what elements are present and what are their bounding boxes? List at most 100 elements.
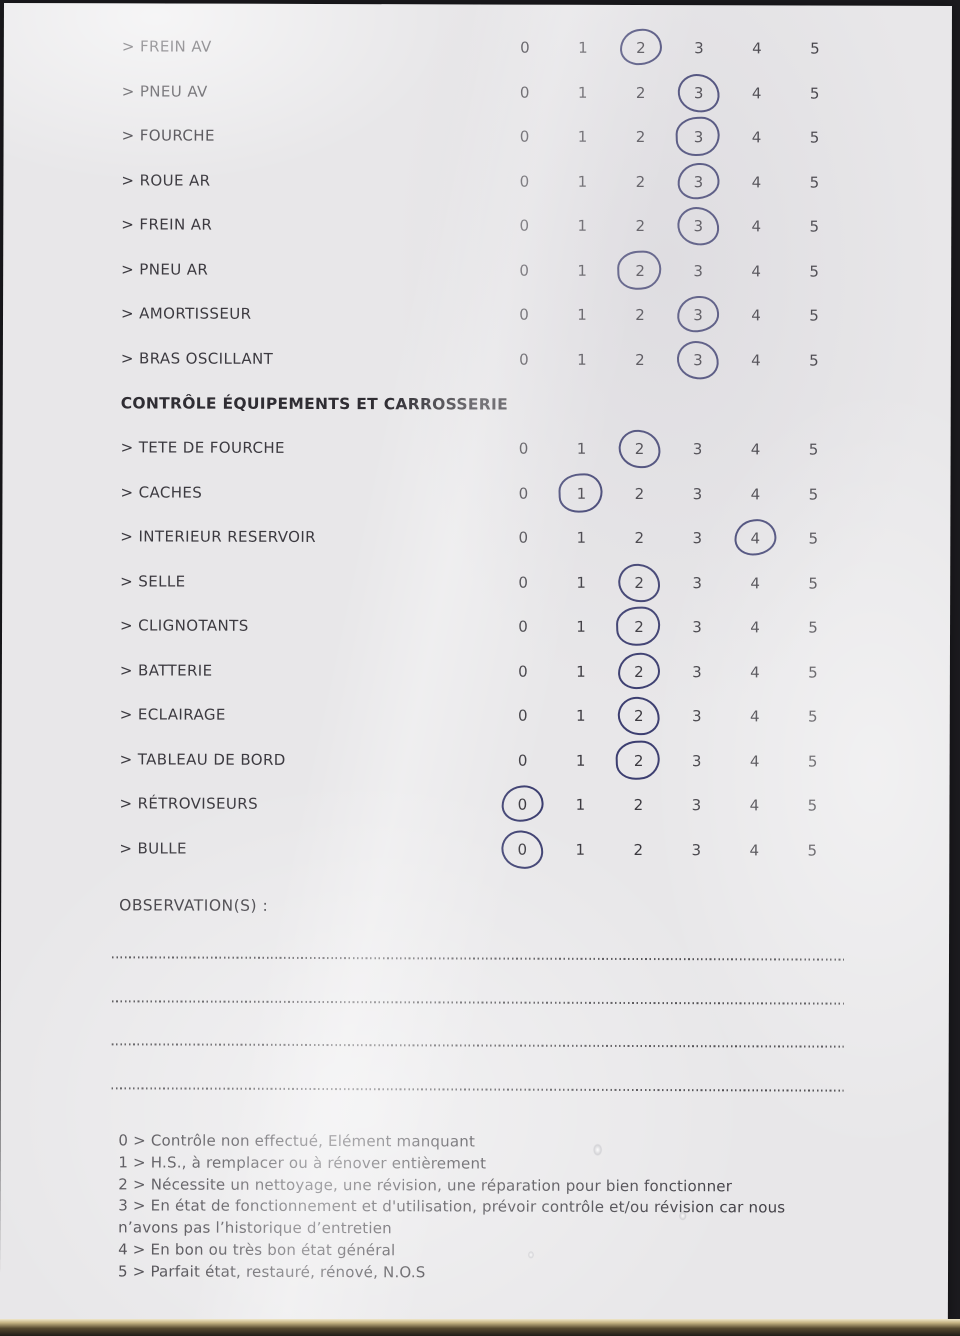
rating-option-3: 3 [668, 650, 726, 695]
rating-value: 4 [752, 39, 762, 58]
rating-value: 4 [749, 752, 760, 771]
rating-value: 4 [751, 217, 762, 236]
rating-option-0: 0 [494, 649, 552, 694]
rating-option-4: 4 [726, 472, 784, 517]
rating-value: 5 [809, 173, 820, 192]
rating-option-2: 2 [612, 26, 670, 71]
rating-option-4: 4 [726, 516, 784, 561]
legend-item: 1 > H.S., à remplacer ou à rénover entiè… [118, 1153, 487, 1173]
rating-value: 3 [692, 529, 703, 548]
pen-circle-mark [675, 339, 721, 381]
inspection-checklist: > FREIN AV 0 1 2 3 4 5 > PNEU AV 0 1 2 3 4 5 > FOURCHE… [1, 3, 952, 873]
rating-value: 1 [577, 172, 588, 191]
rating-scale: 0 1 2 3 4 5 [494, 738, 842, 784]
rating-option-0: 0 [494, 605, 552, 650]
rating-option-5: 5 [785, 249, 843, 294]
rating-value: 3 [692, 618, 702, 637]
rating-option-3: 3 [667, 828, 725, 873]
rating-option-1: 1 [553, 159, 611, 204]
rating-scale: 0 1 2 3 4 5 [495, 337, 843, 383]
pen-circle-mark [500, 828, 545, 870]
rating-scale: 0 1 2 3 4 5 [495, 293, 843, 339]
rating-option-0: 0 [495, 337, 553, 382]
rating-option-1: 1 [552, 516, 610, 561]
rating-option-2: 2 [611, 248, 669, 293]
rating-option-0: 0 [496, 26, 554, 71]
rating-scale: 0 1 2 3 4 5 [494, 560, 842, 606]
pen-circle-mark [618, 27, 664, 67]
rating-option-2: 2 [610, 738, 668, 783]
checklist-row: > CLIGNOTANTS 0 1 2 3 4 5 [2, 603, 950, 650]
rating-option-2: 2 [610, 649, 668, 694]
rating-option-0: 0 [493, 827, 551, 872]
observation-dotted-line [111, 956, 845, 961]
rating-value: 1 [577, 261, 587, 280]
rating-value: 5 [809, 306, 819, 325]
rating-value: 4 [751, 128, 762, 147]
rating-option-0: 0 [494, 516, 552, 561]
rating-value: 1 [577, 350, 587, 369]
rating-legend: 0 > Contrôle non effectué, Elément manqu… [0, 1130, 844, 1285]
rating-value: 3 [692, 484, 703, 503]
rating-option-5: 5 [784, 516, 842, 561]
rating-value: 1 [576, 662, 586, 681]
item-label: > RÉTROVISEURS [119, 794, 259, 814]
rating-option-2: 2 [609, 783, 667, 828]
item-label: > FREIN AV [121, 37, 212, 56]
rating-value: 1 [576, 440, 587, 459]
item-label: > PNEU AV [121, 82, 208, 101]
rating-value: 1 [576, 529, 587, 548]
rating-value: 1 [575, 796, 586, 815]
rating-option-4: 4 [728, 115, 786, 160]
legend-item: 0 > Contrôle non effectué, Elément manqu… [118, 1131, 476, 1151]
observation-dotted-line [111, 1086, 844, 1092]
rating-option-2: 2 [610, 560, 668, 605]
rating-value: 4 [750, 485, 761, 504]
rating-option-3: 3 [669, 249, 727, 294]
pen-circle-mark [617, 428, 662, 470]
rating-value: 4 [749, 841, 760, 860]
rating-option-1: 1 [552, 471, 610, 516]
rating-option-2: 2 [610, 605, 668, 650]
checklist-row: > ROUE AR 0 1 2 3 4 5 [3, 157, 951, 204]
rating-option-5: 5 [786, 71, 844, 116]
rating-value: 0 [518, 484, 529, 503]
rating-option-1: 1 [552, 560, 610, 605]
rating-value: 5 [807, 752, 818, 771]
rating-scale: 0 1 2 3 4 5 [494, 471, 842, 517]
rating-option-5: 5 [785, 160, 843, 205]
rating-value: 3 [691, 751, 702, 770]
checklist-row: > RÉTROVISEURS 0 1 2 3 4 5 [1, 781, 949, 828]
rating-option-1: 1 [554, 26, 612, 71]
rating-option-4: 4 [727, 249, 785, 294]
pen-circle-mark [500, 784, 545, 824]
rating-value: 5 [808, 485, 819, 504]
rating-option-0: 0 [494, 738, 552, 783]
rating-option-2: 2 [612, 115, 670, 160]
rating-option-3: 3 [669, 427, 727, 472]
rating-value: 0 [519, 261, 529, 280]
rating-option-3: 3 [668, 472, 726, 517]
rating-option-0: 0 [495, 204, 553, 249]
rating-option-3: 3 [668, 516, 726, 561]
rating-option-5: 5 [784, 605, 842, 650]
rating-value: 0 [518, 528, 529, 547]
rating-option-0: 0 [495, 293, 553, 338]
rating-option-5: 5 [786, 26, 844, 71]
rating-value: 3 [691, 796, 702, 815]
legend-item: 2 > Nécessite un nettoyage, une révision… [118, 1174, 733, 1195]
item-label: > FREIN AR [121, 215, 213, 234]
rating-value: 4 [751, 262, 761, 281]
rating-scale: 0 1 2 3 4 5 [495, 248, 843, 294]
rating-option-4: 4 [725, 783, 783, 828]
rating-value: 5 [808, 529, 819, 548]
rating-option-2: 2 [611, 293, 669, 338]
pen-circle-mark [616, 650, 662, 691]
rating-value: 2 [633, 796, 644, 815]
rating-value: 4 [750, 663, 760, 682]
checklist-row: > BULLE 0 1 2 3 4 5 [1, 825, 949, 872]
rating-option-3: 3 [669, 204, 727, 249]
rating-option-2: 2 [611, 204, 669, 249]
rating-value: 2 [635, 83, 646, 102]
rating-option-3: 3 [668, 605, 726, 650]
